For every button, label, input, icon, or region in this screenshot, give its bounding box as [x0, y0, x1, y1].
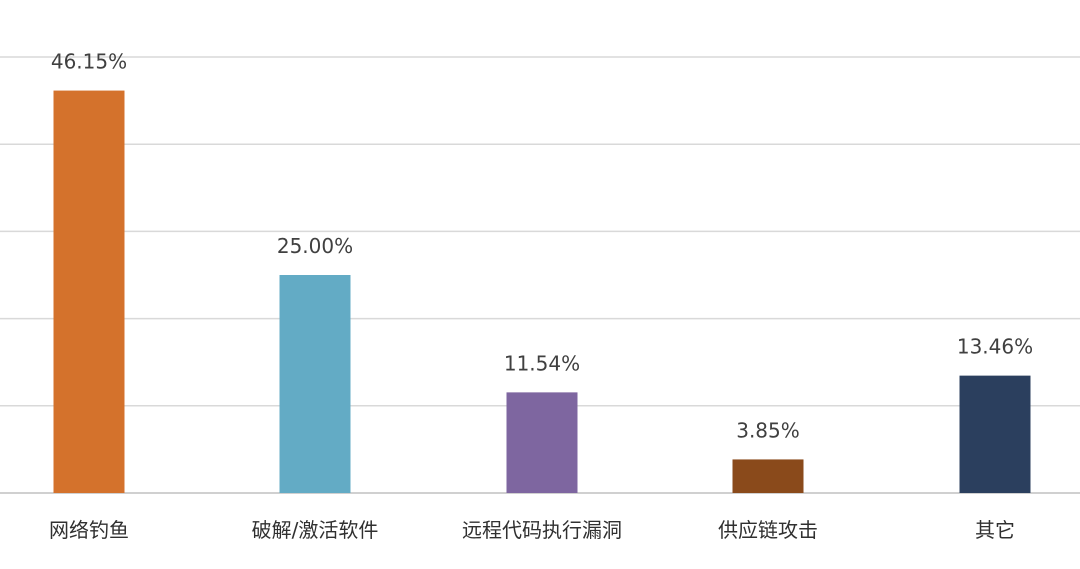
- bar-5: [959, 375, 1031, 493]
- data-labels: 46.15% 25.00% 11.54% 3.85% 13.46%: [51, 50, 1033, 443]
- data-label-1: 46.15%: [51, 50, 127, 74]
- category-label-3: 远程代码执行漏洞: [462, 518, 622, 542]
- data-label-2: 25.00%: [277, 234, 353, 258]
- bars: [53, 90, 1031, 494]
- data-label-3: 11.54%: [504, 351, 580, 375]
- data-label-4: 3.85%: [736, 418, 800, 442]
- bar-2: [279, 275, 351, 493]
- category-tick-labels: 网络钓鱼 破解/激活软件 远程代码执行漏洞 供应链攻击 其它: [49, 518, 1015, 542]
- bar-3: [506, 392, 578, 493]
- bar-1: [53, 90, 125, 494]
- data-label-5: 13.46%: [957, 335, 1033, 359]
- category-label-1: 网络钓鱼: [49, 518, 129, 542]
- category-label-2: 破解/激活软件: [252, 518, 379, 542]
- category-label-4: 供应链攻击: [718, 518, 818, 542]
- category-label-5: 其它: [975, 518, 1015, 542]
- bar-4: [732, 459, 804, 493]
